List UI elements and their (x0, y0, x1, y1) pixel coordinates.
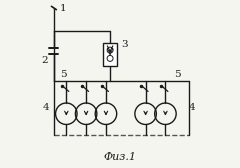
Text: Φиз.1: Φиз.1 (103, 152, 137, 162)
Text: 5: 5 (174, 70, 180, 79)
Text: 2: 2 (42, 56, 48, 65)
Text: 4: 4 (189, 103, 195, 112)
Text: 4: 4 (43, 103, 50, 112)
Text: 3: 3 (121, 40, 127, 49)
Bar (103, 43, 117, 66)
Text: 5: 5 (60, 70, 66, 79)
Text: 1: 1 (60, 4, 66, 13)
